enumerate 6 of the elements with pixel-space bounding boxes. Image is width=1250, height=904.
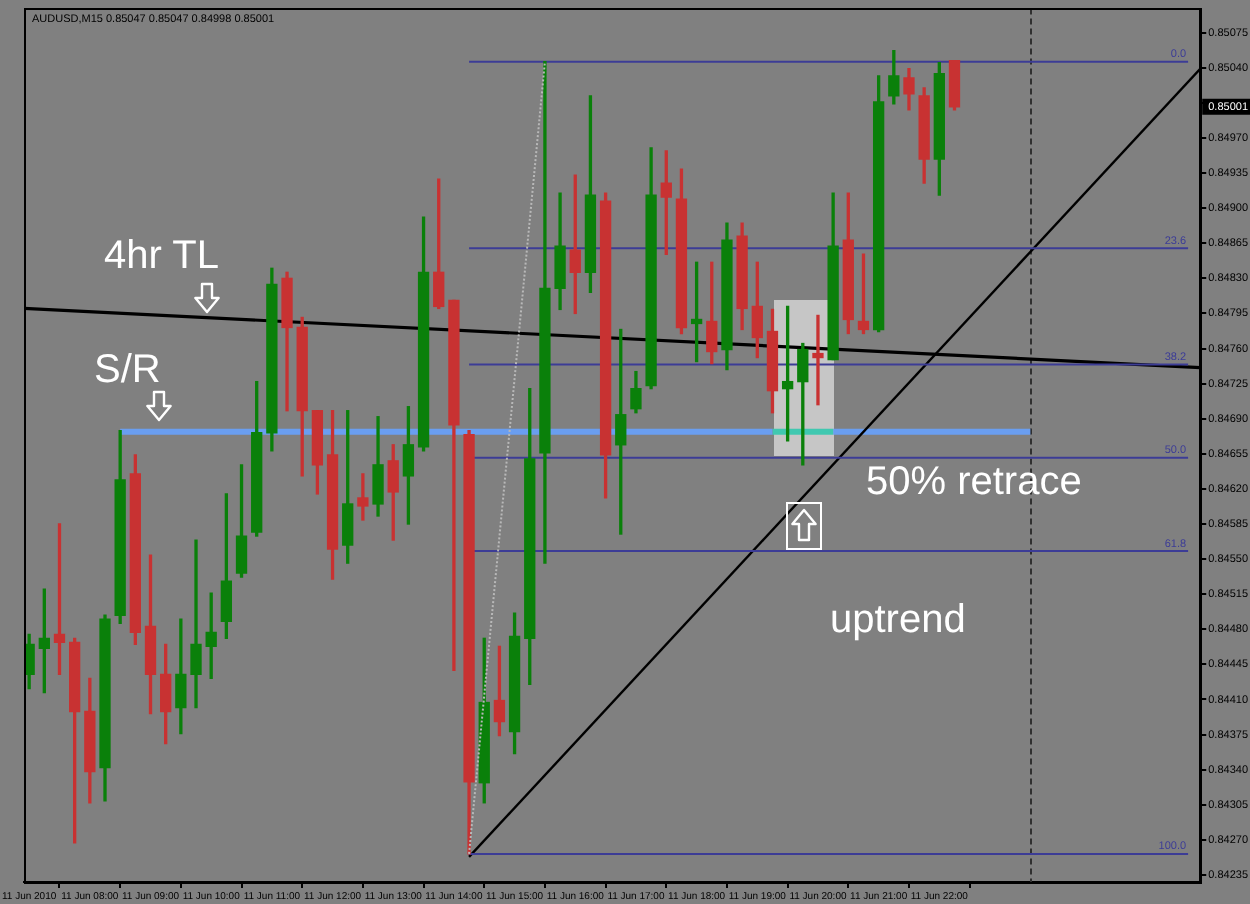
annotation: 50% retrace xyxy=(866,460,1082,504)
annotation: uptrend xyxy=(830,598,966,642)
candlestick xyxy=(812,314,824,406)
candlestick xyxy=(357,473,369,521)
annotation: S/R xyxy=(94,348,161,392)
annotation: 4hr TL xyxy=(104,234,219,278)
